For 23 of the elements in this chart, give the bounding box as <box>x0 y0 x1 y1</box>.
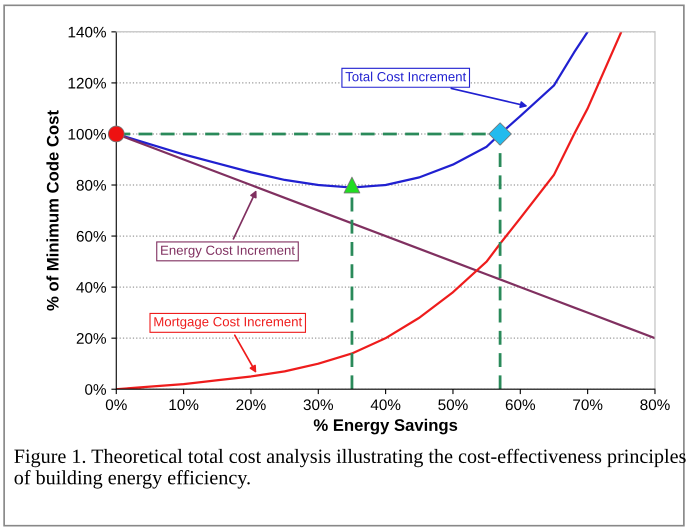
x-tick-label: 40% <box>370 399 400 410</box>
text: Total Cost Increment <box>346 72 466 82</box>
y-axis-title: % of Minimum Code Cost <box>46 110 59 311</box>
text: Mortgage Cost Increment <box>154 317 302 330</box>
x-axis-title: % Energy Savings <box>314 418 458 434</box>
text: Energy Cost Increment <box>161 246 295 258</box>
y-tick-label: 100% <box>68 128 106 140</box>
x-tick-label: 80% <box>640 399 670 410</box>
x-tick-label: 0% <box>106 399 127 410</box>
y-tick-label: 80% <box>76 180 106 191</box>
y-tick-label: 140% <box>68 26 106 38</box>
x-tick-label: 70% <box>573 399 602 410</box>
y-tick-label: 120% <box>68 78 106 89</box>
caption: Figure 1. Theoretical total cost analysis illustrating the cost-effectiveness principles of building energy efficiency. <box>14 448 686 489</box>
x-tick-label: 10% <box>169 399 198 410</box>
x-tick-label: 30% <box>304 399 334 410</box>
y-tick-label: 40% <box>76 282 106 293</box>
x-tick-label: 20% <box>236 399 266 410</box>
y-tick-label: 0% <box>85 384 106 395</box>
x-tick-label: 60% <box>506 399 536 410</box>
y-tick-label: 60% <box>76 230 106 242</box>
y-tick-label: 20% <box>76 333 106 344</box>
x-tick-label: 50% <box>438 399 468 410</box>
